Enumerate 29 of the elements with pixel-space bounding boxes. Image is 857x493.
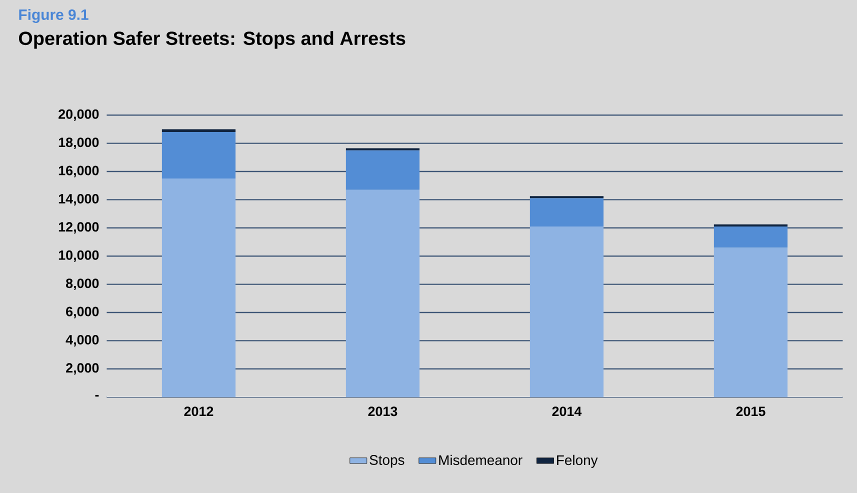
bar xyxy=(162,178,236,398)
bar xyxy=(714,226,788,248)
y-tick-label: 12,000 xyxy=(58,222,99,234)
bar xyxy=(530,226,604,398)
bar xyxy=(346,150,420,190)
legend-label: Felony xyxy=(557,454,598,468)
y-tick-label: 16,000 xyxy=(58,166,99,178)
y-tick-label: 4,000 xyxy=(66,334,99,346)
bar xyxy=(162,129,236,132)
legend-label: Stops xyxy=(370,455,404,468)
y-tick-label: - xyxy=(95,394,99,397)
bar xyxy=(162,132,236,179)
bar xyxy=(714,248,788,398)
x-tick-label: 2012 xyxy=(184,406,214,416)
y-tick-label: 14,000 xyxy=(58,194,99,206)
y-tick-label: 20,000 xyxy=(58,109,99,121)
y-tick-label: 18,000 xyxy=(58,138,99,150)
y-tick-label: 10,000 xyxy=(58,250,99,262)
y-tick-label: 2,000 xyxy=(66,363,99,375)
y-tick-label: 6,000 xyxy=(66,306,99,318)
legend-label: Misdemeanor xyxy=(439,454,522,466)
chart-title: Operation Safer Streets: Stops and Arrests xyxy=(18,31,406,49)
bar xyxy=(346,190,420,398)
caption: Figure 9.1 xyxy=(19,8,88,23)
y-tick-label: 8,000 xyxy=(66,278,99,290)
x-tick-label: 2014 xyxy=(552,406,582,416)
x-tick-label: 2013 xyxy=(368,406,398,416)
x-tick-label: 2015 xyxy=(736,406,766,416)
bar xyxy=(530,198,604,226)
